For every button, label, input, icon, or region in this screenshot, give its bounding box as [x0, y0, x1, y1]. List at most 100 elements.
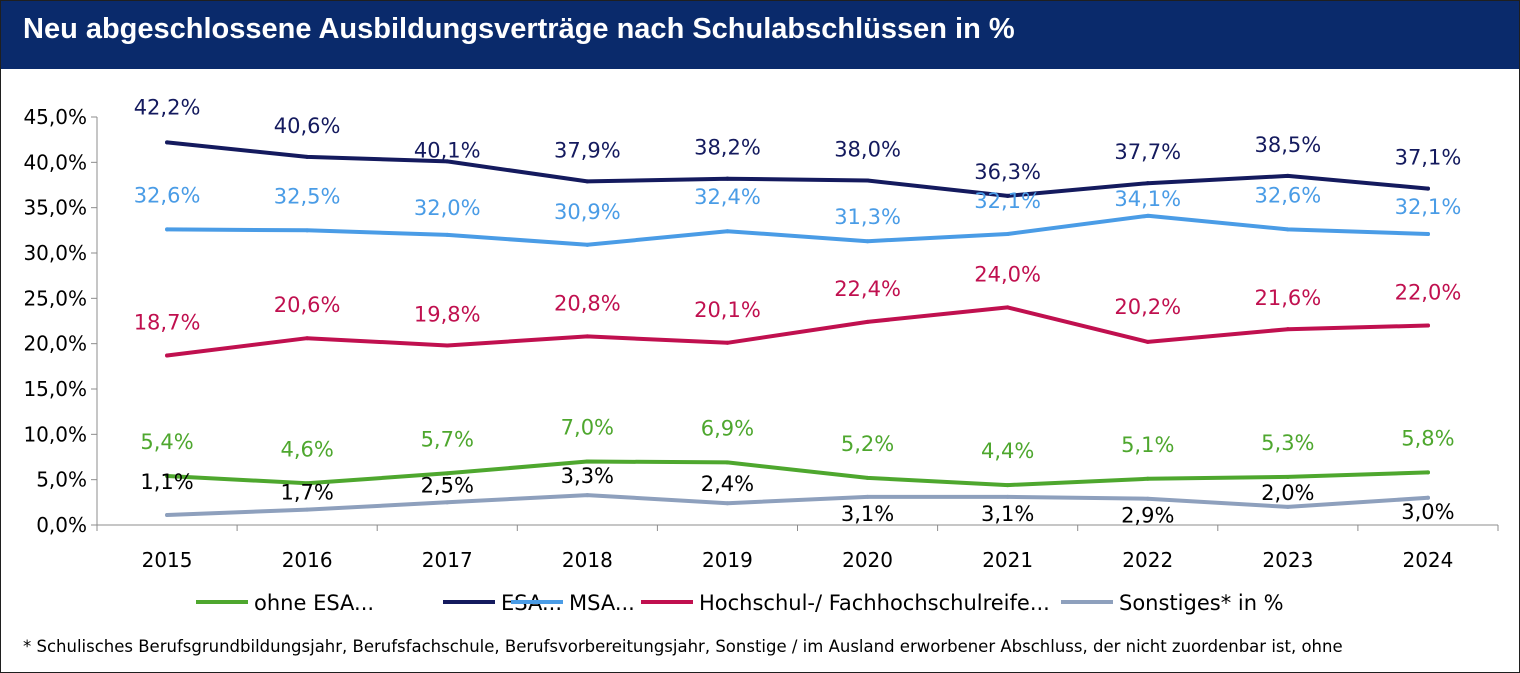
y-tick-label: 10,0% — [23, 422, 87, 446]
data-point — [1285, 474, 1290, 479]
y-tick-label: 0,0% — [36, 513, 87, 537]
data-label: 30,9% — [554, 200, 621, 224]
data-point — [1145, 496, 1150, 501]
data-point — [1005, 494, 1010, 499]
data-label: 31,3% — [834, 205, 901, 229]
y-tick-label: 40,0% — [23, 150, 87, 174]
data-label: 38,5% — [1254, 133, 1321, 157]
data-point — [1425, 186, 1430, 191]
data-point — [1285, 227, 1290, 232]
x-tick-label: 2015 — [142, 548, 193, 572]
series-line-3 — [165, 305, 1430, 358]
x-tick-label: 2020 — [842, 548, 893, 572]
data-label: 24,0% — [974, 262, 1041, 286]
data-point — [1145, 181, 1150, 186]
data-label: 37,7% — [1114, 140, 1181, 164]
data-label: 38,2% — [694, 136, 761, 160]
data-point — [865, 475, 870, 480]
x-tick-label: 2019 — [702, 548, 753, 572]
data-point — [445, 232, 450, 237]
data-label: 32,1% — [1395, 195, 1462, 219]
data-label: 22,4% — [834, 277, 901, 301]
data-label: 3,1% — [841, 502, 894, 526]
data-point — [865, 494, 870, 499]
data-point — [865, 178, 870, 183]
data-point — [1425, 495, 1430, 500]
line-chart: 0,0% 5,0% 10,0% 15,0% 20,0% 25,0% 30,0% 35,0% 40… — [23, 95, 1499, 615]
data-point — [165, 474, 170, 479]
legend-label: Hochschul-/ Fachhochschulreife... — [699, 591, 1050, 615]
data-label: 40,1% — [414, 138, 481, 162]
data-label: 20,6% — [274, 293, 341, 317]
data-label: 2,0% — [1261, 481, 1314, 505]
data-point — [585, 242, 590, 247]
data-label: 20,8% — [554, 291, 621, 315]
data-label: 1,1% — [140, 470, 193, 494]
data-label: 34,1% — [1114, 187, 1181, 211]
data-point — [445, 159, 450, 164]
x-tick-label: 2024 — [1402, 548, 1453, 572]
data-label: 3,0% — [1401, 500, 1454, 524]
x-tick-label: 2016 — [282, 548, 333, 572]
series-line-1 — [165, 140, 1430, 198]
data-point — [585, 493, 590, 498]
data-label: 21,6% — [1254, 286, 1321, 310]
data-point — [725, 229, 730, 234]
data-label: 42,2% — [134, 95, 201, 119]
data-point — [445, 471, 450, 476]
data-point — [165, 353, 170, 358]
data-point — [305, 481, 310, 486]
data-point — [165, 227, 170, 232]
data-point — [1005, 193, 1010, 198]
data-point — [1005, 231, 1010, 236]
series-line-4 — [165, 493, 1430, 517]
data-point — [725, 460, 730, 465]
x-tick-label: 2023 — [1262, 548, 1313, 572]
chart-title: Neu abgeschlossene Ausbildungsverträge n… — [23, 13, 1015, 45]
title-bar: Neu abgeschlossene Ausbildungsverträge n… — [1, 1, 1519, 69]
data-label: 5,3% — [1261, 431, 1314, 455]
data-label: 37,9% — [554, 138, 621, 162]
data-label: 32,4% — [694, 185, 761, 209]
data-point — [165, 513, 170, 518]
data-point — [305, 507, 310, 512]
data-point — [1285, 327, 1290, 332]
data-label: 32,6% — [134, 183, 201, 207]
data-label: 4,6% — [280, 437, 333, 461]
series-line-0 — [165, 459, 1430, 488]
data-point — [1425, 470, 1430, 475]
data-point — [1005, 483, 1010, 488]
x-tick-label: 2022 — [1122, 548, 1173, 572]
data-label: 6,9% — [701, 416, 754, 440]
data-point — [585, 334, 590, 339]
data-point — [445, 343, 450, 348]
data-label: 5,4% — [140, 430, 193, 454]
data-label: 5,7% — [421, 427, 474, 451]
data-point — [585, 179, 590, 184]
legend-label: Sonstiges* in % — [1119, 591, 1284, 615]
data-label: 32,5% — [274, 184, 341, 208]
y-tick-label: 5,0% — [36, 468, 87, 492]
data-label: 2,9% — [1121, 504, 1174, 528]
data-point — [1285, 504, 1290, 509]
data-label: 36,3% — [974, 160, 1041, 184]
data-point — [165, 140, 170, 145]
data-label: 32,1% — [974, 189, 1041, 213]
data-point — [305, 154, 310, 159]
data-label: 5,1% — [1121, 433, 1174, 457]
legend-label: MSA... — [569, 591, 635, 615]
data-point — [1425, 323, 1430, 328]
x-tick-label: 2017 — [422, 548, 473, 572]
data-label: 32,0% — [414, 196, 481, 220]
data-point — [1145, 339, 1150, 344]
y-tick-label: 25,0% — [23, 286, 87, 310]
data-point — [445, 500, 450, 505]
data-point — [1285, 173, 1290, 178]
footnote: * Schulisches Berufsgrundbildungsjahr, B… — [23, 637, 1343, 656]
data-label: 3,3% — [561, 464, 614, 488]
data-label: 19,8% — [414, 302, 481, 326]
legend-label: ohne ESA... — [254, 591, 374, 615]
x-tick-label: 2018 — [562, 548, 613, 572]
data-label: 18,7% — [134, 310, 201, 334]
